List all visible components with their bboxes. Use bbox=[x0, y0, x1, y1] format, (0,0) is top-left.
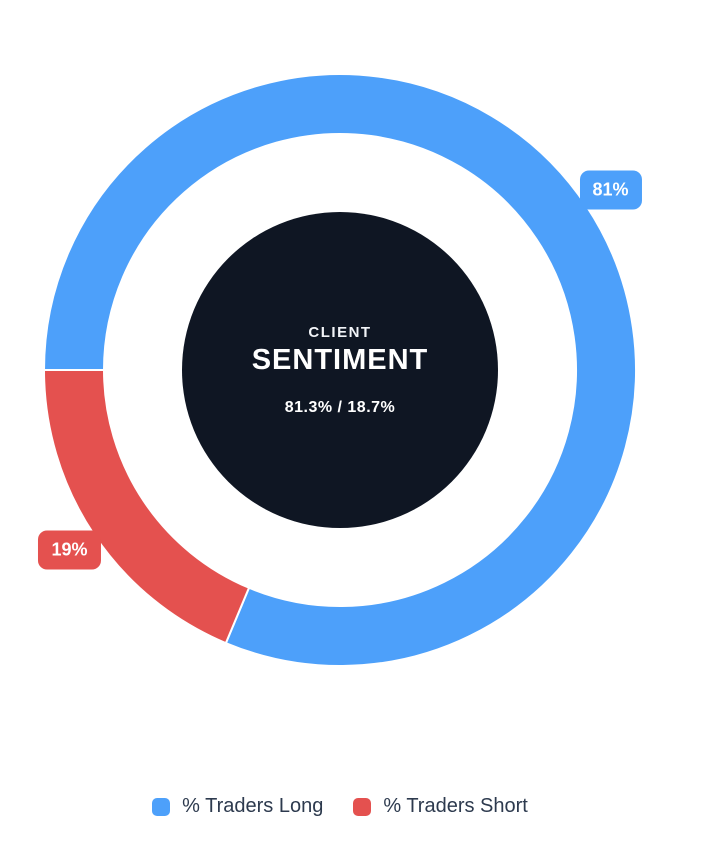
donut-chart-svg bbox=[42, 73, 637, 667]
center-disc: CLIENT SENTIMENT 81.3% / 18.7% bbox=[182, 212, 498, 528]
legend-swatch-traders-short bbox=[353, 797, 372, 816]
legend-label: % Traders Short bbox=[383, 795, 528, 817]
slice-traders-short[interactable] bbox=[42, 369, 251, 645]
legend-item-traders-short[interactable]: % Traders Short bbox=[353, 795, 528, 818]
legend-label: % Traders Long bbox=[182, 795, 324, 817]
sentiment-donut-chart: CLIENT SENTIMENT 81.3% / 18.7% 81% 19% bbox=[38, 73, 642, 667]
legend-item-traders-long[interactable]: % Traders Long bbox=[152, 795, 323, 818]
slice-traders-long[interactable] bbox=[42, 73, 637, 667]
center-ratio-label: 81.3% / 18.7% bbox=[284, 398, 396, 416]
chart-legend: % Traders Long % Traders Short bbox=[0, 795, 680, 818]
legend-swatch-traders-long bbox=[152, 797, 171, 816]
badge-traders-short: 19% bbox=[38, 530, 101, 570]
center-title-label: SENTIMENT bbox=[251, 343, 429, 376]
center-eyebrow-label: CLIENT bbox=[308, 323, 372, 341]
badge-traders-long: 81% bbox=[579, 170, 642, 210]
